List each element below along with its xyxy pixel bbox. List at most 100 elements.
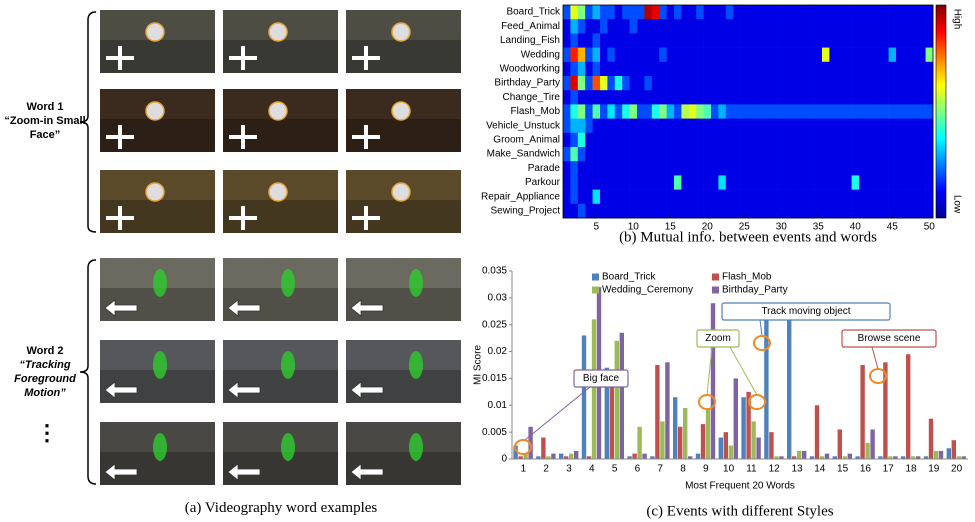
heat-cell <box>881 48 889 63</box>
bar <box>815 405 819 459</box>
heat-cell <box>659 161 667 176</box>
heat-cell <box>896 119 904 134</box>
heat-cell <box>866 48 874 63</box>
heat-cell <box>926 19 934 34</box>
heat-cell <box>755 33 763 48</box>
heat-cell <box>889 76 897 91</box>
heat-cell <box>822 104 830 119</box>
heat-cell <box>889 147 897 162</box>
heat-cell <box>763 147 771 162</box>
heat-cell <box>859 19 867 34</box>
heat-cell <box>578 161 586 176</box>
heat-cell <box>607 119 615 134</box>
heat-cell <box>644 5 652 20</box>
heat-cell <box>563 133 571 148</box>
row-label: Birthday_Party <box>494 78 560 89</box>
heat-cell <box>563 175 571 190</box>
heat-cell <box>674 161 682 176</box>
heat-cell <box>711 204 719 219</box>
motion-track <box>153 269 167 297</box>
heat-cell <box>792 204 800 219</box>
heat-cell <box>652 76 660 91</box>
heat-cell <box>726 19 734 34</box>
heat-cell <box>896 19 904 34</box>
heat-cell <box>889 161 897 176</box>
heat-cell <box>733 204 741 219</box>
heat-cell <box>681 19 689 34</box>
heat-cell <box>607 104 615 119</box>
heat-cell <box>926 90 934 105</box>
heat-cell <box>704 175 712 190</box>
heat-cell <box>763 62 771 77</box>
bar <box>610 378 614 459</box>
legend-swatch <box>712 287 719 294</box>
heat-cell <box>785 76 793 91</box>
heat-cell <box>770 119 778 134</box>
heat-cell <box>852 119 860 134</box>
face-marker <box>269 102 287 120</box>
heat-cell <box>881 19 889 34</box>
heat-cell <box>570 62 578 77</box>
heat-cell <box>711 19 719 34</box>
heat-cell <box>563 161 571 176</box>
heat-cell <box>659 119 667 134</box>
heat-cell <box>822 190 830 205</box>
bar <box>706 408 710 459</box>
heat-cell <box>770 76 778 91</box>
heat-cell <box>659 104 667 119</box>
x-tick-label: 17 <box>883 464 895 475</box>
bar <box>860 365 864 459</box>
heat-cell <box>755 76 763 91</box>
heat-cell <box>659 33 667 48</box>
heat-cell <box>837 33 845 48</box>
heat-cell <box>755 19 763 34</box>
heat-cell <box>866 19 874 34</box>
heat-cell <box>696 161 704 176</box>
heat-cell <box>644 62 652 77</box>
heat-cell <box>755 119 763 134</box>
heat-cell <box>896 204 904 219</box>
heat-cell <box>918 104 926 119</box>
heat-cell <box>726 147 734 162</box>
y-tick-label: 0.025 <box>482 319 507 330</box>
heat-cell <box>718 76 726 91</box>
heat-cell <box>615 133 623 148</box>
heat-cell <box>711 48 719 63</box>
heat-cell <box>630 161 638 176</box>
motion-track <box>153 351 167 379</box>
heat-cell <box>644 147 652 162</box>
heat-cell <box>852 48 860 63</box>
row-label: Make_Sandwich <box>487 149 560 160</box>
heat-cell <box>585 204 593 219</box>
heat-cell <box>807 190 815 205</box>
bar <box>551 454 555 459</box>
heat-cell <box>578 62 586 77</box>
heat-cell <box>918 5 926 20</box>
heat-cell <box>615 5 623 20</box>
heat-cell <box>674 175 682 190</box>
heat-cell <box>852 76 860 91</box>
heat-cell <box>896 147 904 162</box>
heat-cell <box>785 147 793 162</box>
frame-shade <box>346 370 461 403</box>
annotation-ellipse <box>749 395 765 409</box>
heat-cell <box>822 76 830 91</box>
heat-cell <box>570 161 578 176</box>
heat-cell <box>896 161 904 176</box>
heat-cell <box>741 62 749 77</box>
heat-cell <box>896 76 904 91</box>
heat-cell <box>755 62 763 77</box>
caption: (b) Mutual info. between events and word… <box>619 229 877 245</box>
heat-cell <box>807 5 815 20</box>
heat-cell <box>822 48 830 63</box>
heat-cell <box>667 19 675 34</box>
heat-cell <box>800 90 808 105</box>
heat-cell <box>578 33 586 48</box>
heat-cell <box>918 175 926 190</box>
heat-cell <box>918 48 926 63</box>
heat-cell <box>659 204 667 219</box>
heat-cell <box>585 190 593 205</box>
y-tick-label: 0.01 <box>488 400 508 411</box>
heat-cell <box>889 190 897 205</box>
heat-cell <box>896 133 904 148</box>
